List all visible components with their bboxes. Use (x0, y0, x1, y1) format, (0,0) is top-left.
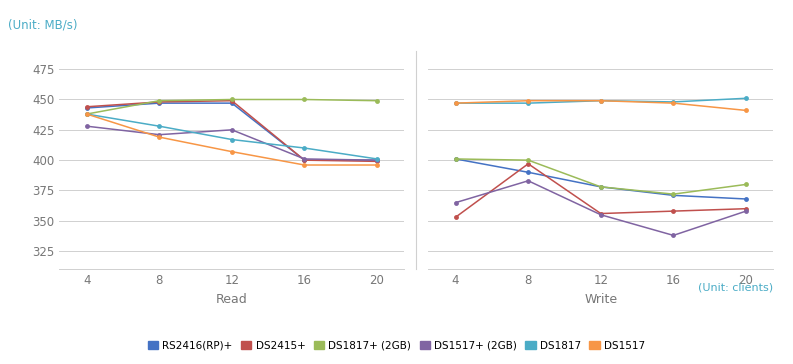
X-axis label: Read: Read (216, 293, 247, 306)
X-axis label: Write: Write (584, 293, 617, 306)
Legend: RS2416(RP)+, DS2415+, DS1817+ (2GB), DS1517+ (2GB), DS1817, DS1517: RS2416(RP)+, DS2415+, DS1817+ (2GB), DS1… (144, 337, 649, 355)
Text: (Unit: MB/s): (Unit: MB/s) (8, 18, 78, 31)
Text: (Unit: clients): (Unit: clients) (698, 282, 773, 292)
